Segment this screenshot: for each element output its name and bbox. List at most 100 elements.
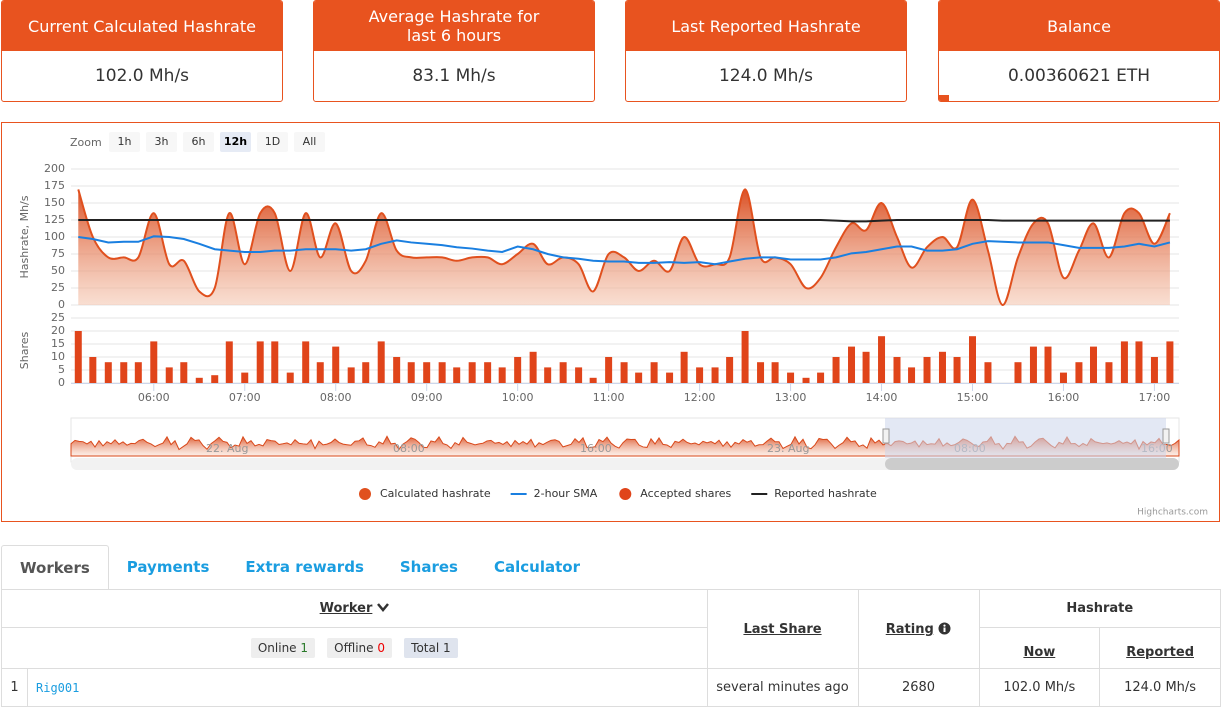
x-tick-label: 16:00: [1048, 391, 1080, 404]
bar: [832, 357, 840, 383]
scrollbar-thumb[interactable]: [885, 458, 1179, 470]
zoom-button[interactable]: 12h: [220, 132, 251, 152]
navigator-label: 16:00: [580, 442, 612, 455]
column-header[interactable]: Worker: [319, 601, 373, 616]
legend-symbol: [359, 488, 371, 500]
filter-chip[interactable]: Online 1: [250, 638, 316, 658]
zoom-button-bg: [220, 132, 251, 152]
zoom-button[interactable]: All: [294, 132, 325, 152]
card: Current Calculated Hashrate 102.0 Mh/s: [1, 0, 283, 102]
bar: [1135, 341, 1143, 383]
bar: [575, 367, 583, 383]
bar: [1105, 362, 1113, 383]
legend-label: Calculated hashrate: [380, 487, 491, 500]
bar: [529, 351, 537, 383]
card: Average Hashrate for last 6 hours 83.1 Mh…: [313, 0, 595, 102]
bar: [195, 377, 203, 383]
zoom-button-label: 3h: [155, 135, 169, 148]
zoom-button[interactable]: 1h: [109, 132, 140, 152]
bar: [544, 367, 552, 383]
bar: [938, 351, 946, 383]
bar: [393, 357, 401, 383]
y2-tick-label: 20: [51, 324, 65, 337]
zoom-button[interactable]: 6h: [183, 132, 214, 152]
column-header[interactable]: Rating: [885, 621, 934, 637]
x-tick-label: 12:00: [684, 391, 716, 404]
tab[interactable]: Extra rewards: [245, 557, 364, 576]
bar: [362, 362, 370, 383]
legend-item[interactable]: Accepted shares: [619, 487, 732, 500]
bar: [407, 362, 415, 383]
cell: 2680: [857, 668, 980, 707]
filter-chip[interactable]: Total 1: [404, 638, 458, 658]
zoom-button-bg: [146, 132, 177, 152]
tab[interactable]: Shares: [399, 557, 458, 576]
sort-icon: [376, 603, 389, 612]
card-title: Current Calculated Hashrate: [28, 16, 256, 36]
bar: [1166, 341, 1174, 383]
bar: [908, 367, 916, 383]
y-tick-label: 50: [51, 264, 65, 277]
y-tick-label: 25: [51, 281, 65, 294]
card-title: Average Hashrate for last 6 hours: [368, 7, 540, 45]
bar: [120, 362, 128, 383]
column-header[interactable]: Reported: [1126, 644, 1194, 660]
zoom-button[interactable]: 1D: [257, 132, 288, 152]
legend-item[interactable]: Calculated hashrate: [359, 487, 491, 500]
legend-item[interactable]: 2-hour SMA: [510, 487, 598, 500]
bar: [1089, 346, 1097, 383]
navigator-handle[interactable]: [1162, 428, 1170, 444]
bar: [878, 336, 886, 383]
cell: 124.0 Mh/s: [1099, 668, 1221, 707]
bar: [666, 372, 674, 383]
bar: [271, 341, 279, 383]
cell: several minutes ago: [706, 668, 859, 707]
legend-item[interactable]: Reported hashrate: [751, 487, 877, 500]
worker-link[interactable]: Rig001: [27, 668, 708, 707]
filter-label: Offline: [334, 641, 374, 655]
x-tick-label: 17:00: [1139, 391, 1171, 404]
bar: [286, 372, 294, 383]
bar: [89, 357, 97, 383]
bar: [332, 346, 340, 383]
card-value: 0.00360621 ETH: [1007, 66, 1151, 86]
tab[interactable]: Workers: [1, 545, 109, 589]
zoom-button-label: 6h: [192, 135, 206, 148]
y-tick-label: 100: [44, 230, 65, 243]
bar: [757, 362, 765, 383]
filter-chip[interactable]: Offline 0: [327, 638, 393, 658]
bar: [953, 357, 961, 383]
filter-count: 1: [443, 641, 451, 655]
zoom-button-label: 1h: [118, 135, 132, 148]
column-header[interactable]: Last Share: [743, 621, 822, 637]
x-tick-label: 11:00: [593, 391, 625, 404]
filter-label: Total: [411, 641, 440, 655]
x-tick-label: 06:00: [138, 391, 170, 404]
card-value: 124.0 Mh/s: [718, 66, 814, 86]
bar: [711, 367, 719, 383]
bar: [741, 331, 749, 383]
navigator-label: 08:00: [393, 442, 425, 455]
zoom-button-bg: [294, 132, 325, 152]
info-icon: [938, 622, 951, 634]
bar: [726, 357, 734, 383]
column-header[interactable]: Now: [1023, 644, 1056, 660]
navigator-label: 22. Aug: [206, 442, 248, 455]
chart-container: Zoom 1h 3h 6h 12h 1D All 0 25 50 75 100 125 150 175 200…: [1, 122, 1220, 522]
bar: [696, 367, 704, 383]
bar: [848, 346, 856, 383]
tab[interactable]: Calculator: [493, 557, 580, 576]
bar: [1120, 341, 1128, 383]
x-tick-label: 10:00: [502, 391, 534, 404]
navigator-handle[interactable]: [882, 428, 890, 444]
bar: [241, 372, 249, 383]
zoom-button[interactable]: 3h: [146, 132, 177, 152]
credits: Highcharts.com: [1137, 508, 1208, 518]
y2-tick-label: 25: [51, 311, 65, 324]
zoom-label: Zoom: [70, 136, 102, 149]
chart: Zoom 1h 3h 6h 12h 1D All0255075100125150175200…: [18, 132, 1208, 518]
card: Balance 0.00360621 ETH: [938, 0, 1220, 102]
bar: [423, 362, 431, 383]
tab[interactable]: Payments: [126, 557, 210, 576]
